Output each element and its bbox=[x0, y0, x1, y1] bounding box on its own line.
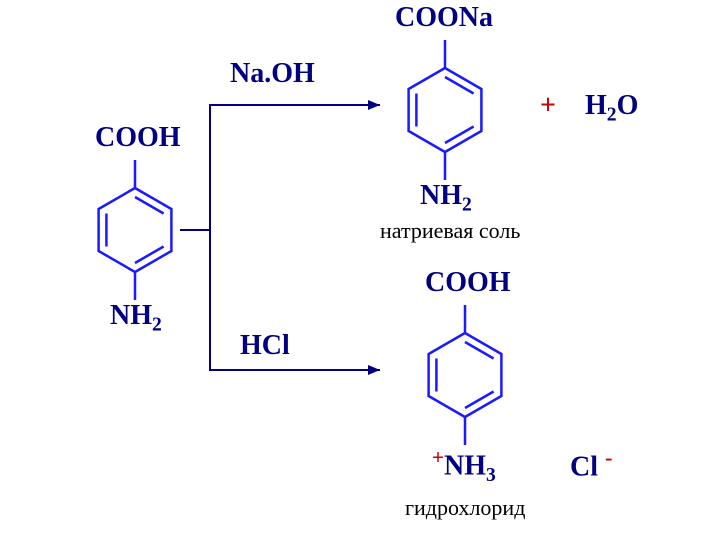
reactant-top-label: COOH bbox=[95, 122, 181, 154]
product-top-ring bbox=[409, 40, 482, 180]
bottom-reagent: HCl bbox=[240, 330, 290, 362]
reactant-ring bbox=[99, 160, 172, 300]
product-top-plus: + bbox=[540, 90, 556, 122]
product-bottom-caption: гидрохлорид bbox=[405, 495, 525, 521]
product-top-byproduct: H2O bbox=[585, 90, 638, 127]
top-reagent: Na.OH bbox=[230, 58, 315, 90]
product-bottom-counterion: Cl - bbox=[570, 445, 612, 483]
product-bottom-ring bbox=[429, 305, 502, 445]
product-top-top-label: COONa bbox=[395, 2, 493, 34]
reactant-bottom-label: NH2 bbox=[110, 300, 162, 337]
product-top-bottom-label: NH2 bbox=[420, 180, 472, 217]
product-bottom-bottom-label: +NH3 bbox=[432, 445, 496, 487]
product-bottom-top-label: COOH bbox=[425, 267, 511, 299]
product-top-caption: натриевая соль bbox=[380, 218, 520, 244]
